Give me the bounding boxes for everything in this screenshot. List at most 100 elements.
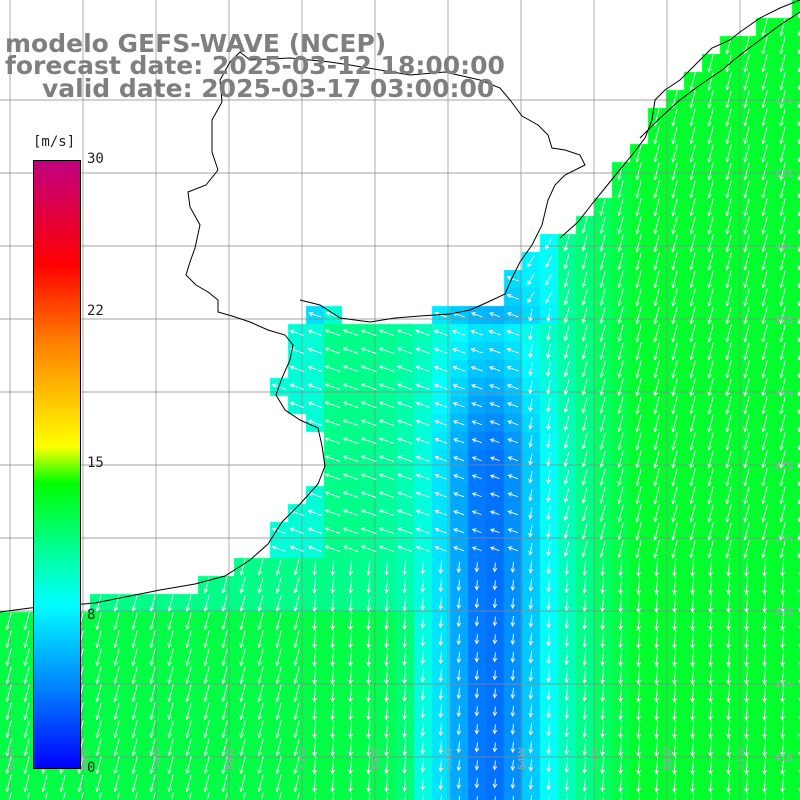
wind-arrow [798,625,800,631]
wind-arrow [5,756,12,775]
wind-arrow [671,450,678,469]
wind-arrow [599,450,606,468]
wind-arrow [761,234,768,253]
wind-arrow [779,324,786,343]
wind-arrow [324,329,341,337]
wind-arrow [671,360,678,379]
wind-arrow [456,687,462,700]
wind-arrow [342,437,359,445]
wind-arrow [548,794,551,800]
wind-arrow [239,738,246,757]
wind-arrow [581,379,588,396]
wind-arrow [489,438,500,444]
wind-arrow [725,162,732,181]
wind-arrow [456,741,462,754]
wind-arrow [293,559,300,576]
wind-arrow [492,778,498,789]
wind-arrow [546,776,552,791]
wind-arrow [689,378,696,397]
wind-arrow [378,473,395,481]
wind-arrow [342,329,359,337]
wind-arrow [453,528,465,534]
wind-arrow [307,365,322,372]
wind-arrow [221,648,228,667]
wind-arrow [167,684,174,703]
wind-arrow [743,396,750,415]
wind-arrow [617,306,624,325]
wind-arrow [600,648,605,667]
wind-arrow [563,451,570,468]
wind-arrow [725,108,732,127]
wind-arrow [221,720,228,739]
wind-arrow [113,666,120,685]
wind-arrow [474,724,480,735]
wind-arrow [348,702,353,721]
wind-arrow [384,630,389,649]
wind-arrow [707,360,714,379]
wind-arrow [366,612,371,631]
wind-arrow [167,630,174,649]
wind-arrow [779,270,786,289]
wind-arrow [507,420,519,426]
wind-arrow [707,342,714,361]
wind-arrow [671,90,678,109]
wind-arrow [307,527,322,534]
wind-arrow [743,270,750,289]
wind-arrow [797,460,800,469]
wind-arrow [671,342,678,361]
wind-arrow [438,686,444,701]
longitude-label: 53W [590,747,601,770]
wind-arrow [456,633,462,646]
wind-arrow [617,396,624,415]
wind-arrow [203,756,210,775]
wind-arrow [744,576,749,595]
wind-arrow [797,28,800,37]
wind-arrow [780,576,785,595]
wind-arrow [404,792,407,800]
wind-arrow [546,416,551,431]
wind-arrow [636,630,641,649]
wind-arrow [797,64,800,73]
wind-arrow [420,686,425,701]
wind-arrow [761,324,768,343]
wind-arrow [689,270,696,289]
wind-arrow [672,666,677,685]
wind-arrow [492,598,498,609]
wind-arrow [636,684,641,703]
wind-arrow [8,792,12,800]
wind-arrow [654,612,659,631]
wind-arrow [725,144,732,163]
wind-arrow [546,524,551,539]
wind-arrow [422,794,425,800]
wind-arrow [420,632,425,647]
wind-arrow [743,540,750,559]
wind-arrow [726,720,731,739]
wind-arrow [671,198,678,217]
wind-arrow [342,473,359,481]
wind-arrow [689,486,696,505]
wind-arrow [512,795,514,800]
wind-arrow [797,424,800,433]
wind-arrow [797,262,800,271]
wind-arrow [654,648,659,667]
wind-arrow [761,18,768,37]
wind-arrow [330,577,335,594]
wind-arrow [474,706,480,717]
wind-arrow [635,486,642,505]
wind-arrow [564,613,569,630]
wind-arrow [635,306,642,325]
wind-arrow [402,666,407,685]
longitude-label: 52W [663,747,674,770]
wind-arrow [671,378,678,397]
wind-arrow [474,742,480,753]
coastline [0,0,800,613]
wind-arrow [5,774,12,793]
wind-arrow [528,759,534,772]
wind-arrow [564,721,569,738]
wind-arrow [672,558,677,577]
wind-arrow [360,509,377,517]
longitude-labels: 61W 60W 59W 58W 57W 56W 55W 54W 53W 52W 51W [6,747,747,770]
wind-arrow [293,595,300,612]
wind-arrow [635,234,642,253]
wind-arrow [671,414,678,433]
